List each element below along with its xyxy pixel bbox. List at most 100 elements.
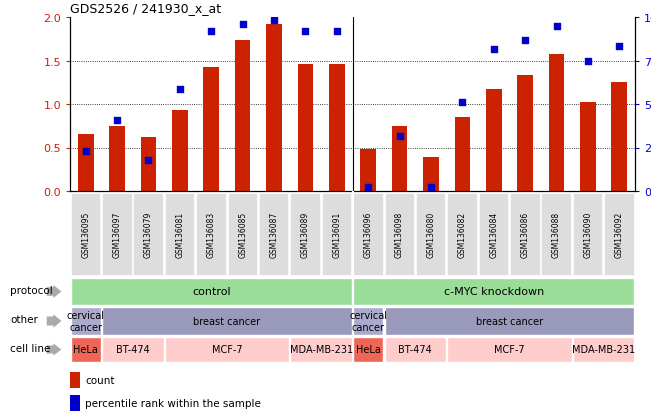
Bar <box>102 193 132 275</box>
Bar <box>542 193 571 275</box>
Bar <box>290 193 320 275</box>
Text: GDS2526 / 241930_x_at: GDS2526 / 241930_x_at <box>70 2 221 15</box>
Text: GSM136080: GSM136080 <box>426 211 436 257</box>
Text: GSM136082: GSM136082 <box>458 211 467 257</box>
Text: GSM136081: GSM136081 <box>175 211 184 257</box>
Point <box>300 28 311 35</box>
Bar <box>361 150 376 192</box>
Bar <box>385 307 634 335</box>
Bar <box>70 395 80 411</box>
Point <box>614 43 624 50</box>
Text: protocol: protocol <box>10 285 53 295</box>
Point <box>583 58 593 65</box>
Text: breast cancer: breast cancer <box>193 316 260 326</box>
Bar <box>266 25 282 192</box>
Bar <box>353 337 383 362</box>
Point <box>426 184 436 190</box>
Bar <box>353 278 634 305</box>
Text: GSM136086: GSM136086 <box>521 211 530 257</box>
Text: cell line: cell line <box>10 343 50 353</box>
Bar <box>70 307 101 335</box>
Bar <box>573 337 634 362</box>
Bar <box>518 76 533 192</box>
Text: BT-474: BT-474 <box>116 345 150 355</box>
Point <box>551 23 562 30</box>
Text: HeLa: HeLa <box>74 345 98 355</box>
Text: MCF-7: MCF-7 <box>494 345 525 355</box>
Bar <box>385 193 414 275</box>
Text: breast cancer: breast cancer <box>476 316 543 326</box>
Bar <box>172 111 187 192</box>
Bar <box>141 138 156 192</box>
Text: MDA-MB-231: MDA-MB-231 <box>290 345 353 355</box>
Bar <box>353 307 383 335</box>
Point <box>269 18 279 25</box>
Bar <box>549 55 564 192</box>
Point <box>488 47 499 53</box>
Text: c-MYC knockdown: c-MYC knockdown <box>443 287 544 297</box>
Bar <box>611 83 627 192</box>
Point <box>112 117 122 123</box>
Text: GSM136083: GSM136083 <box>207 211 215 257</box>
Bar <box>228 193 257 275</box>
Bar <box>447 337 572 362</box>
Text: GSM136097: GSM136097 <box>113 211 122 258</box>
Bar <box>423 158 439 192</box>
Bar <box>102 337 163 362</box>
Point <box>363 184 374 190</box>
Bar <box>196 193 226 275</box>
Bar <box>290 337 352 362</box>
Text: count: count <box>85 375 115 385</box>
Bar <box>486 90 502 192</box>
Bar <box>203 68 219 192</box>
Text: GSM136095: GSM136095 <box>81 211 90 258</box>
Bar <box>70 337 101 362</box>
Bar <box>235 41 251 192</box>
Bar <box>604 193 633 275</box>
Bar <box>478 193 508 275</box>
Bar <box>70 193 100 275</box>
Text: MDA-MB-231: MDA-MB-231 <box>572 345 635 355</box>
Point <box>206 28 217 35</box>
Point <box>238 21 248 28</box>
FancyArrow shape <box>47 285 61 298</box>
FancyArrow shape <box>47 314 61 328</box>
Text: GSM136079: GSM136079 <box>144 211 153 258</box>
Text: GSM136090: GSM136090 <box>583 211 592 258</box>
Point <box>174 87 185 93</box>
Bar <box>385 337 446 362</box>
Bar <box>109 126 125 192</box>
Text: GSM136087: GSM136087 <box>270 211 279 257</box>
Bar <box>102 307 352 335</box>
Point <box>331 28 342 35</box>
Text: BT-474: BT-474 <box>398 345 432 355</box>
Text: cervical
cancer: cervical cancer <box>349 311 387 332</box>
Bar <box>392 126 408 192</box>
Text: cervical
cancer: cervical cancer <box>66 311 105 332</box>
Bar <box>70 372 80 388</box>
Text: percentile rank within the sample: percentile rank within the sample <box>85 398 261 408</box>
Text: control: control <box>192 287 230 297</box>
Point <box>81 148 91 155</box>
Bar <box>329 65 344 192</box>
Text: GSM136084: GSM136084 <box>490 211 498 257</box>
Text: GSM136089: GSM136089 <box>301 211 310 257</box>
Text: GSM136088: GSM136088 <box>552 211 561 257</box>
Bar <box>573 193 602 275</box>
Bar <box>70 278 352 305</box>
Text: GSM136098: GSM136098 <box>395 211 404 257</box>
Bar <box>454 118 470 192</box>
Bar <box>510 193 540 275</box>
Text: GSM136092: GSM136092 <box>615 211 624 257</box>
Point <box>457 100 467 106</box>
FancyArrow shape <box>47 344 61 356</box>
Text: other: other <box>10 315 38 325</box>
Bar <box>165 337 289 362</box>
Bar <box>416 193 445 275</box>
Point <box>143 157 154 164</box>
Bar <box>165 193 194 275</box>
Bar <box>133 193 163 275</box>
Bar <box>298 65 313 192</box>
Point <box>395 133 405 140</box>
Text: GSM136096: GSM136096 <box>364 211 372 258</box>
